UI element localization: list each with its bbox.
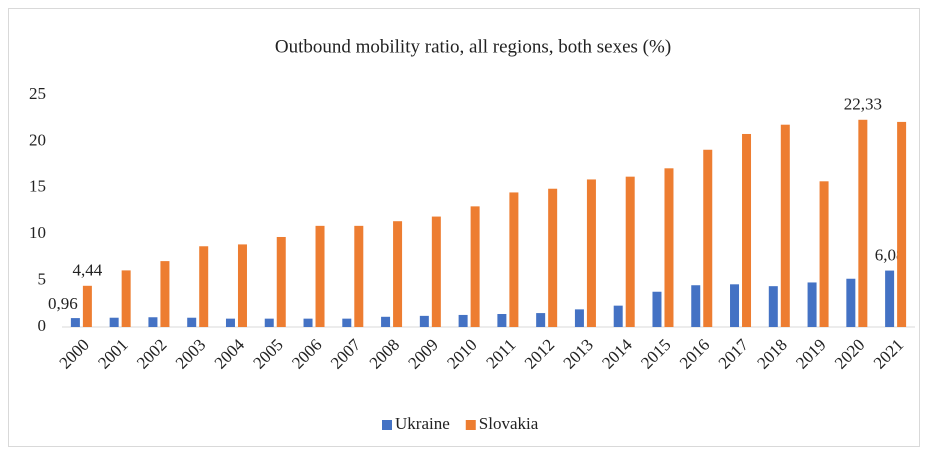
bar <box>780 124 790 327</box>
bar <box>148 317 158 327</box>
bar <box>470 206 480 327</box>
bar <box>160 261 170 327</box>
bar <box>431 216 441 327</box>
y-tick-label: 20 <box>29 130 46 149</box>
bar <box>276 236 286 327</box>
bar <box>807 282 817 327</box>
bar <box>393 221 403 327</box>
y-tick-label: 15 <box>29 177 46 196</box>
bar <box>497 314 507 327</box>
data-label: 22,33 <box>844 95 882 114</box>
legend-swatch <box>465 420 476 430</box>
bar <box>819 181 829 327</box>
y-tick-label: 5 <box>38 270 47 289</box>
bar <box>381 316 391 327</box>
bar <box>730 284 740 327</box>
legend-label: Ukraine <box>395 414 450 433</box>
bar <box>536 313 546 327</box>
y-tick-label: 25 <box>29 84 46 103</box>
bar <box>315 225 325 327</box>
bar <box>897 121 907 327</box>
bar <box>691 285 701 327</box>
bar <box>70 318 80 327</box>
chart-border <box>8 8 920 447</box>
bar <box>574 309 584 327</box>
data-label: 4,44 <box>73 261 103 280</box>
bar <box>625 176 635 327</box>
bar <box>548 188 558 327</box>
bar <box>237 244 247 327</box>
bar <box>187 317 197 327</box>
bar <box>458 314 468 327</box>
bar <box>264 318 274 327</box>
y-tick-label: 10 <box>29 223 46 242</box>
bar <box>664 168 674 327</box>
data-label: 6,08 <box>875 245 905 264</box>
bar <box>303 318 313 327</box>
legend-swatch <box>382 420 392 430</box>
bar <box>225 318 235 327</box>
bar <box>121 270 131 327</box>
bar <box>703 149 713 327</box>
bar <box>652 291 662 327</box>
bar <box>858 119 868 327</box>
bar <box>742 133 752 327</box>
bar <box>885 270 895 327</box>
bar <box>419 315 429 327</box>
bar <box>768 286 778 327</box>
data-label: 0,96 <box>48 294 78 313</box>
bar <box>342 318 352 327</box>
bar <box>354 225 364 327</box>
bar <box>586 179 596 327</box>
bar <box>613 305 623 327</box>
bar <box>199 246 209 327</box>
bar <box>82 285 92 327</box>
y-tick-label: 0 <box>38 316 47 335</box>
bar <box>846 278 856 327</box>
bar <box>109 317 119 327</box>
legend-label: Slovakia <box>479 414 539 433</box>
chart-title: Outbound mobility ratio, all regions, bo… <box>275 36 671 57</box>
bar <box>509 192 519 327</box>
